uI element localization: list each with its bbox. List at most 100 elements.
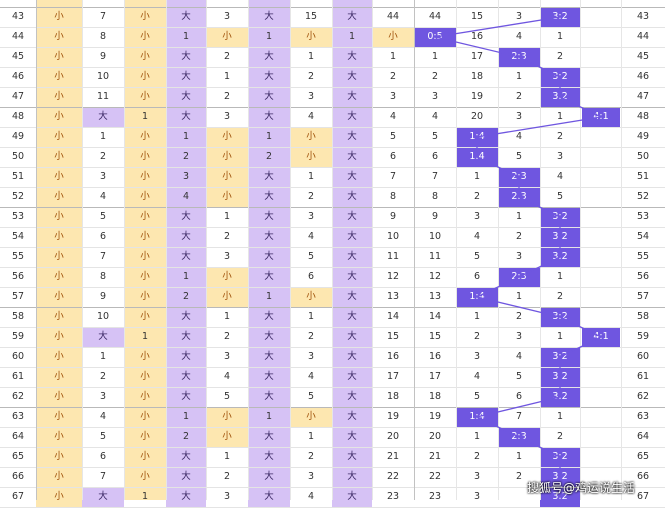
cell-size_1: 小: [36, 7, 82, 27]
cell-sum_a: 12: [386, 271, 400, 282]
cell-num_1: 4: [99, 191, 107, 202]
cell-size_4: 大: [248, 367, 290, 387]
cell-size_1: 小: [36, 467, 82, 487]
cell-size_3: 1: [182, 271, 190, 282]
cell-sum_b: 6: [431, 151, 439, 162]
cell-size_4: 大: [248, 247, 290, 267]
trend-line-segment: [559, 96, 602, 118]
cell-size_5: 大: [332, 307, 372, 327]
cell-sum_a: 18: [386, 391, 400, 402]
column-divider: [540, 0, 541, 500]
cell-size_1: 小: [36, 67, 82, 87]
cell-num_3: 2: [223, 331, 231, 342]
cell-size_1: 小: [36, 227, 82, 247]
cell-period_right: 54: [636, 231, 650, 242]
cell-sum_a: 5: [389, 131, 397, 142]
cell-sum_a: 11: [386, 251, 400, 262]
cell-size_3: 1: [182, 411, 190, 422]
cell-sum_b: 7: [431, 171, 439, 182]
cell-size_4: 大: [248, 447, 290, 467]
cell-size_5: 大: [332, 127, 372, 147]
cell-sum_b: 17: [428, 371, 442, 382]
cell-period: 60: [11, 351, 25, 362]
cell-period_right: 62: [636, 391, 650, 402]
cell-sum_a: 10: [386, 231, 400, 242]
cell-dist_2: 2: [515, 311, 523, 322]
trend-line-segment: [476, 156, 520, 178]
trend-line-segment: [559, 336, 602, 358]
cell-size_2: 小: [124, 467, 166, 487]
cell-num_3: 小: [206, 127, 248, 147]
cell-dist_2: 1: [515, 451, 523, 462]
cell-sum_b: 10: [428, 231, 442, 242]
cell-size_3: 大: [166, 107, 206, 127]
cell-dist_1: 6: [473, 271, 481, 282]
column-divider: [290, 0, 291, 500]
cell-size_1: 小: [36, 47, 82, 67]
cell-size_4: 大: [248, 207, 290, 227]
cell-num_3: 3: [223, 491, 231, 502]
cell-size_5: 大: [332, 67, 372, 87]
cell-dist_1: 20: [470, 111, 484, 122]
cell-dist_1: 2: [473, 191, 481, 202]
cell-num_3: 小: [206, 167, 248, 187]
cell-size_2: 1: [141, 111, 149, 122]
cell-size_2: 小: [124, 247, 166, 267]
cell-num_1: 3: [99, 391, 107, 402]
cell-size_1: 小: [36, 207, 82, 227]
cell-period: 58: [11, 311, 25, 322]
cell-size_5: 大: [332, 287, 372, 307]
cell-size_2: 小: [124, 147, 166, 167]
cell-size_3: 大: [166, 47, 206, 67]
cell-dist_2: 6: [515, 391, 523, 402]
cell-ratio_a: 2: [556, 291, 564, 302]
cell-period: 65: [11, 451, 25, 462]
cell-size_2: 小: [124, 7, 166, 27]
cell-size_1: 小: [36, 407, 82, 427]
cell-size_3: 大: [166, 347, 206, 367]
cell-sum_a: 9: [389, 211, 397, 222]
cell-size_3: 大: [166, 87, 206, 107]
cell-num_1: 8: [99, 271, 107, 282]
cell-dist_2: 2: [515, 231, 523, 242]
cell-period: 67: [11, 491, 25, 502]
cell-dist_1: 1: [473, 171, 481, 182]
cell-num_1: 3: [99, 171, 107, 182]
cell-sum_b: 4: [431, 111, 439, 122]
cell-num_4: 3: [307, 211, 315, 222]
cell-sum_a: 44: [386, 11, 400, 22]
trend-line-segment: [559, 316, 602, 338]
cell-period_right: 58: [636, 311, 650, 322]
cell-size_2: 小: [124, 187, 166, 207]
cell-size_5: 大: [332, 387, 372, 407]
cell-ratio_a: 1: [556, 31, 564, 42]
cell-sum_b: 23: [428, 491, 442, 502]
cell-sum_b: 12: [428, 271, 442, 282]
cell-dist_1: 5: [473, 251, 481, 262]
cell-period_right: 67: [636, 491, 650, 502]
cell-num_1: 7: [99, 471, 107, 482]
cell-dist_1: 15: [470, 11, 484, 22]
cell-sum_a: 3: [389, 91, 397, 102]
cell-period_right: 59: [636, 331, 650, 342]
cell-size_5: 大: [332, 207, 372, 227]
cell-dist_2: 1: [515, 211, 523, 222]
cell-size_1: 小: [36, 27, 82, 47]
cell-period: 51: [11, 171, 25, 182]
cell-period_right: 51: [636, 171, 650, 182]
cell-period: 53: [11, 211, 25, 222]
cell-size_2: 小: [124, 447, 166, 467]
cell-num_3: 2: [223, 231, 231, 242]
cell-period: 46: [11, 71, 25, 82]
cell-size_3: 大: [166, 247, 206, 267]
trend-line-segment: [476, 276, 520, 298]
cell-num_4: 5: [307, 251, 315, 262]
cell-period: 62: [11, 391, 25, 402]
cell-size_1: 小: [36, 87, 82, 107]
cell-size_4: 1: [265, 411, 273, 422]
column-divider: [206, 0, 207, 500]
column-divider: [621, 0, 622, 500]
cell-size_4: 1: [265, 131, 273, 142]
cell-num_4: 1: [307, 431, 315, 442]
cell-sum_b: 9: [431, 211, 439, 222]
